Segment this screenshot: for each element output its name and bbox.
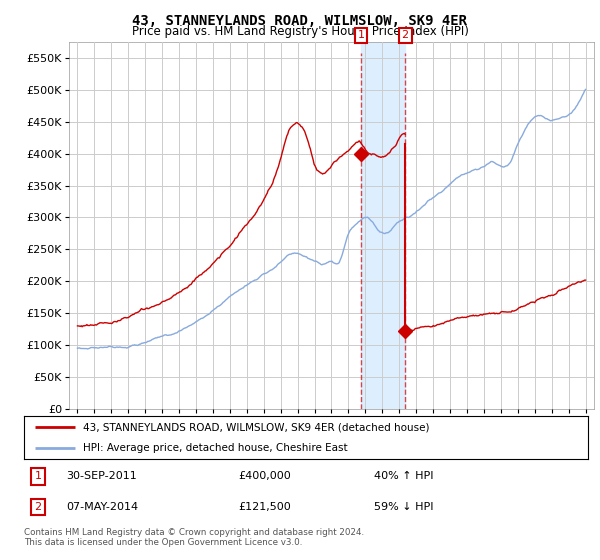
Text: Contains HM Land Registry data © Crown copyright and database right 2024.: Contains HM Land Registry data © Crown c… [24, 528, 364, 537]
Text: £121,500: £121,500 [238, 502, 291, 512]
Text: 2: 2 [401, 30, 409, 40]
Text: 43, STANNEYLANDS ROAD, WILMSLOW, SK9 4ER: 43, STANNEYLANDS ROAD, WILMSLOW, SK9 4ER [133, 14, 467, 28]
Text: 07-MAY-2014: 07-MAY-2014 [66, 502, 139, 512]
Text: Price paid vs. HM Land Registry's House Price Index (HPI): Price paid vs. HM Land Registry's House … [131, 25, 469, 38]
Text: 59% ↓ HPI: 59% ↓ HPI [374, 502, 433, 512]
Text: 43, STANNEYLANDS ROAD, WILMSLOW, SK9 4ER (detached house): 43, STANNEYLANDS ROAD, WILMSLOW, SK9 4ER… [83, 422, 430, 432]
Text: £400,000: £400,000 [238, 472, 291, 482]
Text: 30-SEP-2011: 30-SEP-2011 [66, 472, 137, 482]
Text: HPI: Average price, detached house, Cheshire East: HPI: Average price, detached house, Ches… [83, 444, 348, 453]
Text: 2: 2 [35, 502, 41, 512]
Text: 1: 1 [35, 472, 41, 482]
Text: 1: 1 [358, 30, 365, 40]
Text: 40% ↑ HPI: 40% ↑ HPI [374, 472, 433, 482]
Bar [361, 42, 405, 409]
Text: This data is licensed under the Open Government Licence v3.0.: This data is licensed under the Open Gov… [24, 538, 302, 547]
